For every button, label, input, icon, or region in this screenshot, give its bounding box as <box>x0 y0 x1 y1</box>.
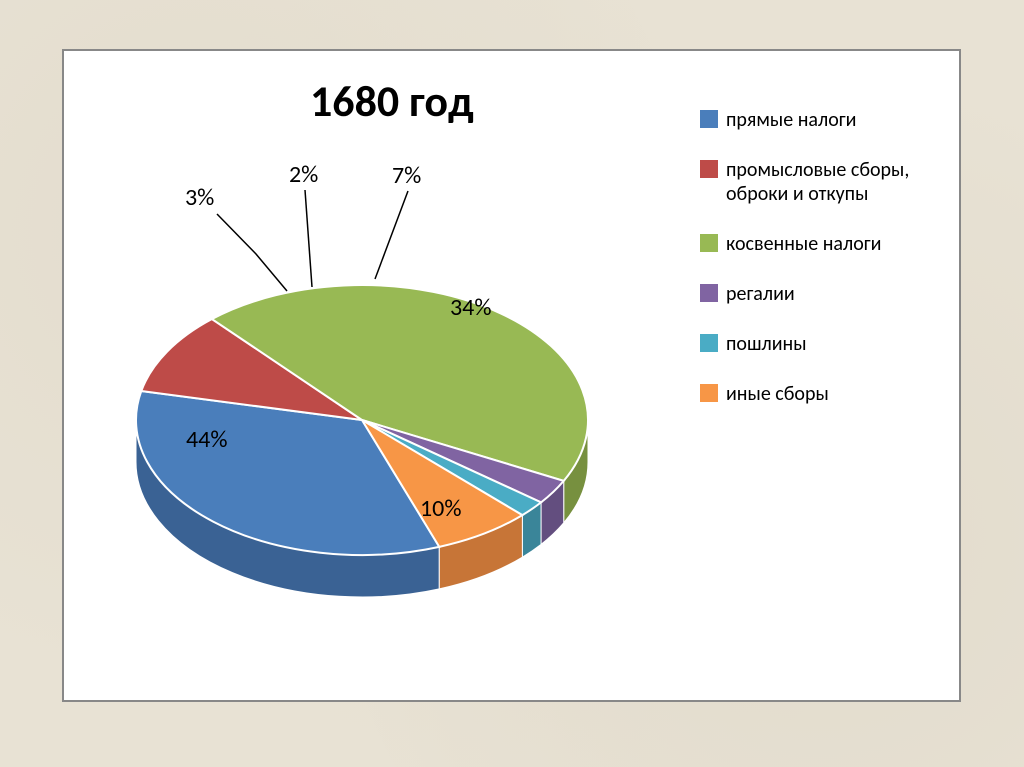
legend-swatch-1 <box>700 160 718 178</box>
legend-item-0: прямые налоги <box>700 108 946 132</box>
pie-label-0: 34% <box>450 293 491 322</box>
pie-label-3: 3% <box>185 183 214 212</box>
legend-item-3: регалии <box>700 282 946 306</box>
legend-item-5: иные сборы <box>700 382 946 406</box>
legend-item-2: косвенные налоги <box>700 232 946 256</box>
legend-swatch-0 <box>700 110 718 128</box>
legend-swatch-4 <box>700 334 718 352</box>
pie-label-1: 10% <box>420 494 461 523</box>
legend-label-1: промысловые сборы, оброки и откупы <box>726 158 946 206</box>
pie-label-4: 2% <box>289 160 318 189</box>
pie-label-5: 7% <box>392 161 421 190</box>
legend-swatch-5 <box>700 384 718 402</box>
legend-swatch-3 <box>700 284 718 302</box>
legend-label-2: косвенные налоги <box>726 232 881 256</box>
chart-title: 1680 год <box>310 74 474 128</box>
legend-label-4: пошлины <box>726 332 807 356</box>
pie-chart <box>76 225 648 657</box>
legend-item-1: промысловые сборы, оброки и откупы <box>700 158 946 206</box>
pie-label-2: 44% <box>186 425 227 454</box>
legend-swatch-2 <box>700 234 718 252</box>
legend-label-0: прямые налоги <box>726 108 856 132</box>
legend: прямые налоги промысловые сборы, оброки … <box>700 108 946 432</box>
legend-label-3: регалии <box>726 282 795 306</box>
legend-label-5: иные сборы <box>726 382 829 406</box>
legend-item-4: пошлины <box>700 332 946 356</box>
